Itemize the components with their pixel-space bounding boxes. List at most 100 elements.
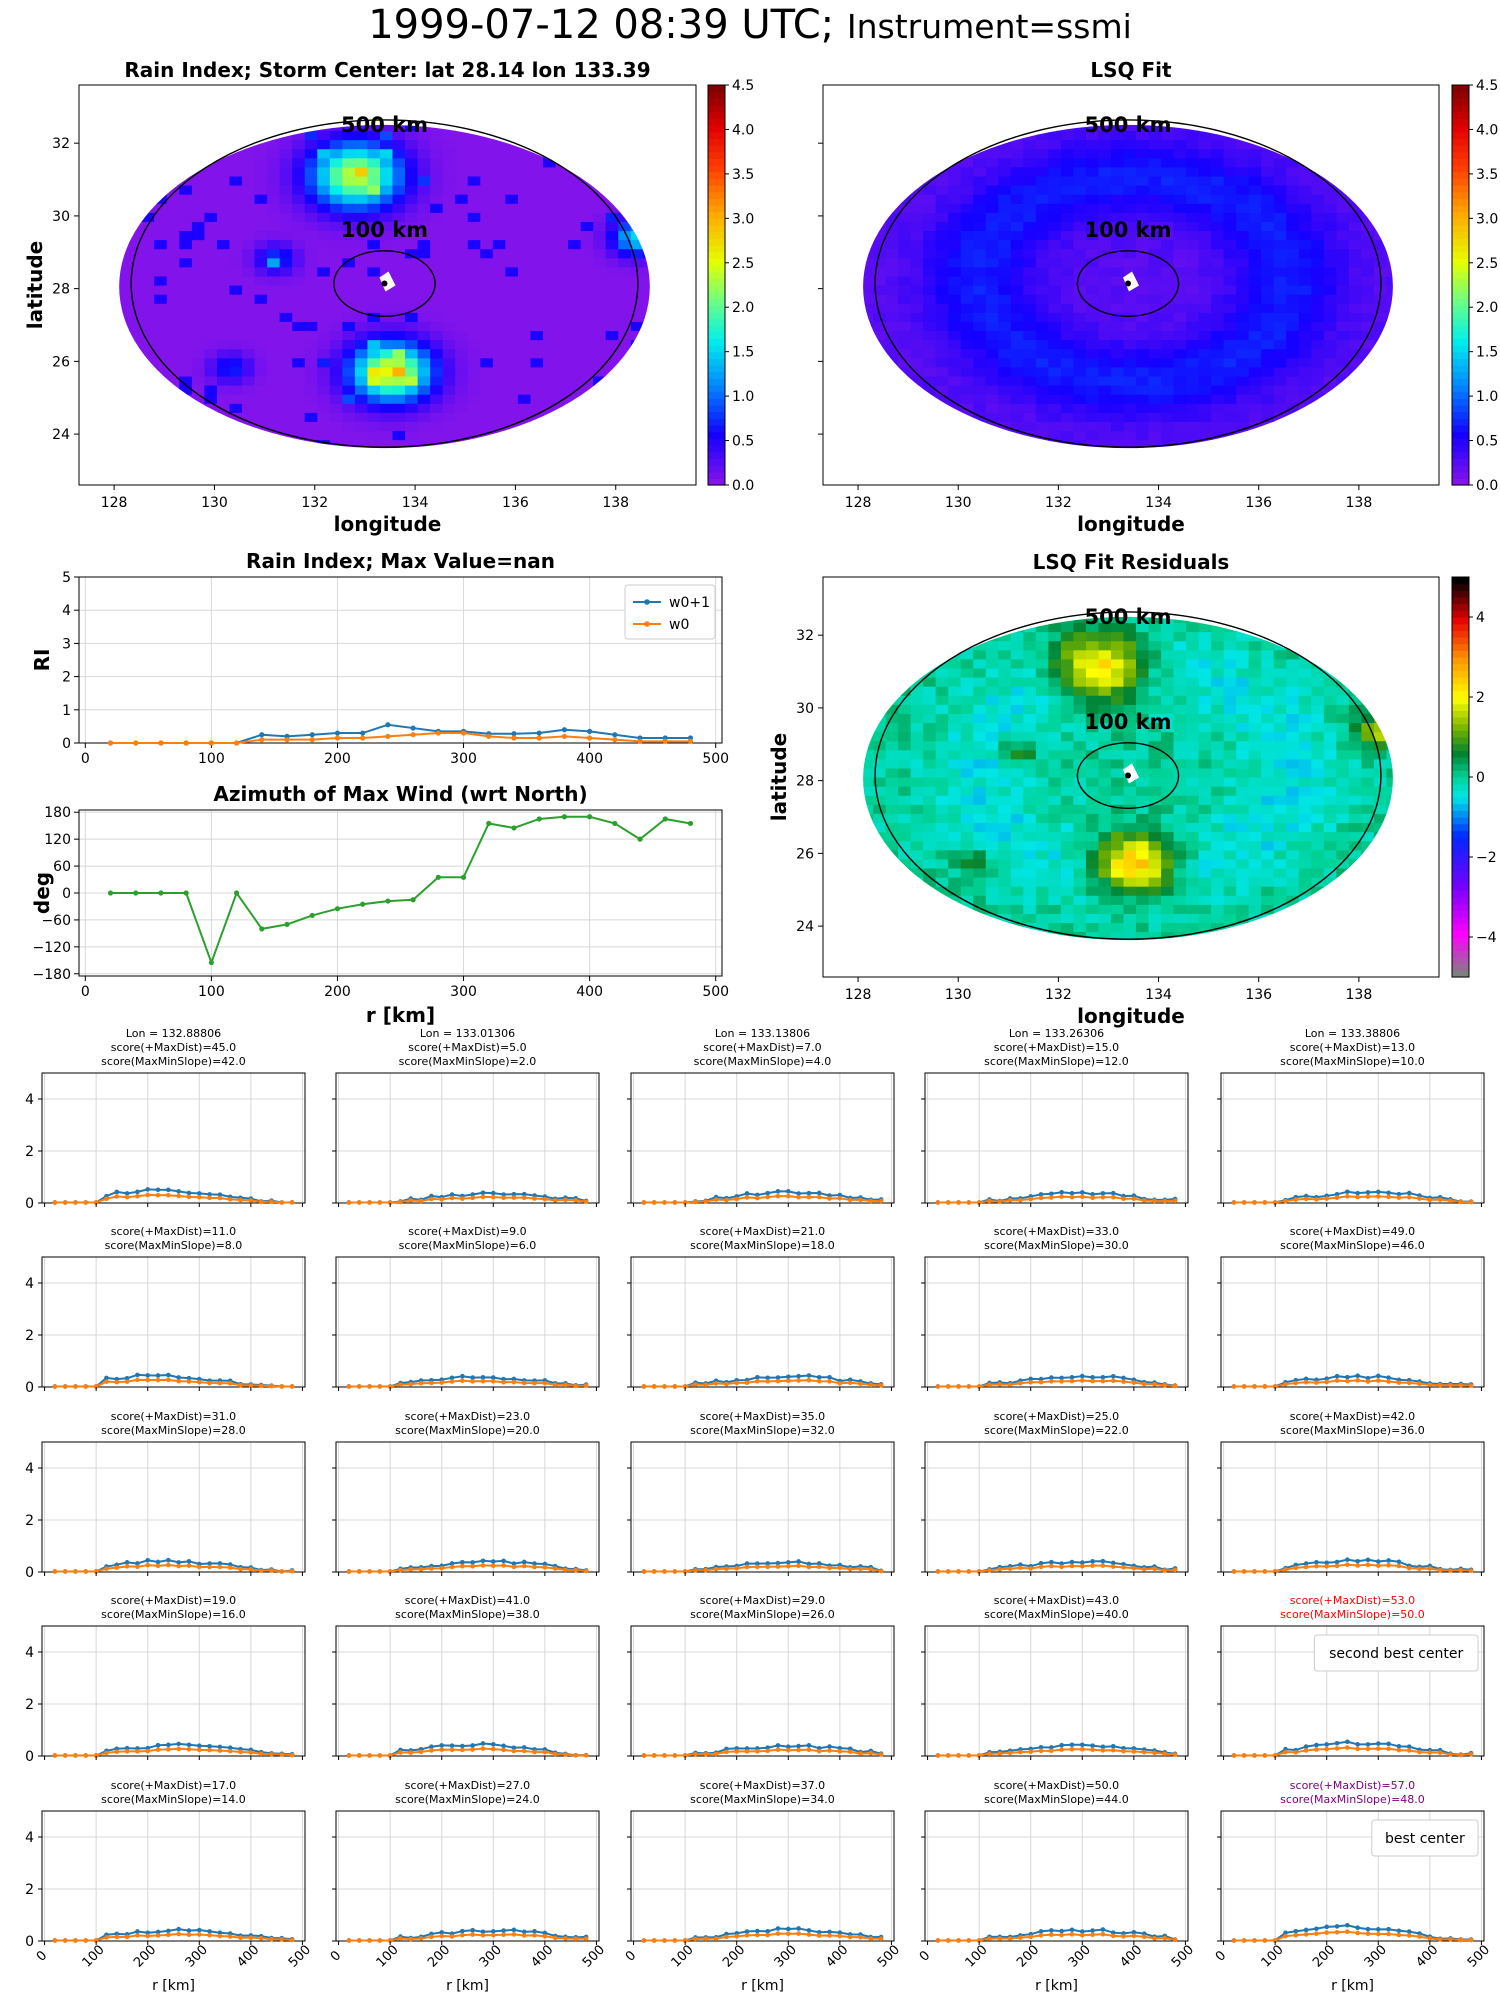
data-point (713, 1197, 719, 1202)
data-point (1100, 1558, 1106, 1564)
data-point (1272, 1569, 1278, 1574)
x-tick-label: 400 (1117, 1942, 1145, 1970)
data-point (480, 1746, 486, 1751)
data-point (1334, 1563, 1340, 1569)
small-multiple: Lon = 133.38806score(+MaxDist)=13.0score… (1217, 1027, 1485, 1207)
data-point (176, 1931, 181, 1937)
center-legend (1313, 1634, 1479, 1672)
data-point (521, 1380, 527, 1386)
data-point (166, 1742, 171, 1748)
small-multiple: 0 2 4 Lat = 28.51351 score(+MaxDist)=11.0sco… (0, 1225, 306, 1396)
center-legend-label: best center (1385, 1831, 1465, 1847)
data-point (945, 1200, 951, 1205)
data-point (1406, 1744, 1412, 1749)
data-point (1334, 1746, 1340, 1751)
data-point (935, 1384, 941, 1389)
data-point (987, 1936, 992, 1941)
x-tick-label: 200 (425, 1942, 453, 1970)
data-point (682, 1200, 688, 1205)
data-point (408, 1198, 414, 1203)
small-multiple: 0 2 4 Lat = 28.26351 score(+MaxDist)=19.0sco… (0, 1594, 306, 1765)
data-point (837, 1933, 843, 1939)
x-tick-label: 130 (201, 495, 228, 511)
data-point (521, 1559, 527, 1565)
data-point (1131, 1196, 1137, 1202)
data-point (52, 1938, 58, 1943)
data-point (166, 1192, 171, 1198)
x-tick-label: 132 (1045, 495, 1072, 511)
data-point (429, 1566, 434, 1571)
data-point (1427, 1566, 1433, 1571)
data-point (687, 820, 694, 827)
data-point (651, 1200, 657, 1205)
data-point (1345, 1189, 1350, 1195)
data-point (878, 1752, 884, 1757)
colorbar-tick-label: 4.5 (732, 78, 754, 94)
data-point (1252, 1938, 1257, 1943)
data-point (976, 1384, 982, 1389)
data-point (1365, 1375, 1371, 1381)
data-point (956, 1384, 961, 1389)
data-point (367, 1938, 372, 1943)
data-point (1069, 1563, 1075, 1569)
data-point (135, 1377, 140, 1383)
data-point (1007, 1197, 1013, 1203)
data-point (233, 890, 240, 896)
data-point (672, 1200, 678, 1205)
data-point (258, 1935, 264, 1941)
chart-title: Azimuth of Max Wind (wrt North) (213, 782, 587, 806)
data-point (734, 1380, 740, 1386)
data-point (956, 1938, 961, 1943)
data-point (1314, 1742, 1319, 1748)
data-point (987, 1751, 992, 1757)
data-point (62, 1569, 68, 1574)
data-point (1345, 1378, 1350, 1384)
score-max-dist: score(+MaxDist)=33.0 (994, 1225, 1119, 1238)
data-point (490, 1746, 496, 1752)
data-point (1049, 1379, 1054, 1384)
data-point (460, 1743, 465, 1749)
data-point (1121, 1565, 1126, 1570)
map-cells (863, 124, 1393, 449)
data-point (1079, 1742, 1085, 1748)
data-point (827, 1379, 832, 1384)
x-tick-label: 500 (702, 984, 729, 1000)
data-point (93, 1200, 99, 1205)
axes-frame (924, 1810, 1189, 1942)
x-axis-label: longitude (334, 512, 442, 536)
axes-frame (41, 1256, 306, 1388)
data-point (1152, 1566, 1157, 1572)
data-point (1028, 1379, 1034, 1385)
score-max-min-slope: score(MaxMinSlope)=40.0 (984, 1608, 1129, 1621)
data-point (449, 1561, 455, 1566)
data-point (1262, 1938, 1268, 1943)
data-point (563, 1197, 568, 1203)
legend-label: w0 (669, 617, 689, 633)
data-point (987, 1382, 992, 1388)
data-point (135, 1749, 140, 1754)
series-line (643, 1932, 882, 1942)
data-point (532, 1196, 537, 1201)
data-point (847, 1934, 853, 1940)
data-point (124, 1745, 130, 1751)
data-point (1345, 1562, 1350, 1567)
data-point (785, 1931, 791, 1937)
data-point (1468, 1752, 1474, 1757)
data-point (62, 1384, 68, 1389)
data-point (1110, 1378, 1116, 1384)
x-tick-label: 0 (1213, 1948, 1229, 1964)
data-point (449, 1192, 455, 1197)
data-point (713, 1566, 719, 1572)
data-point (449, 1934, 455, 1939)
data-point (490, 1929, 496, 1934)
data-point (806, 1564, 812, 1570)
data-point (827, 1744, 832, 1749)
y-tick-label: 30 (796, 701, 814, 717)
data-point (703, 1567, 709, 1573)
data-point (1059, 1375, 1064, 1381)
ring-label-100km: 100 km (1084, 218, 1171, 242)
data-point (480, 1741, 486, 1746)
score-max-min-slope: score(MaxMinSlope)=24.0 (395, 1793, 540, 1806)
data-point (837, 1745, 843, 1751)
data-point (439, 1747, 445, 1752)
